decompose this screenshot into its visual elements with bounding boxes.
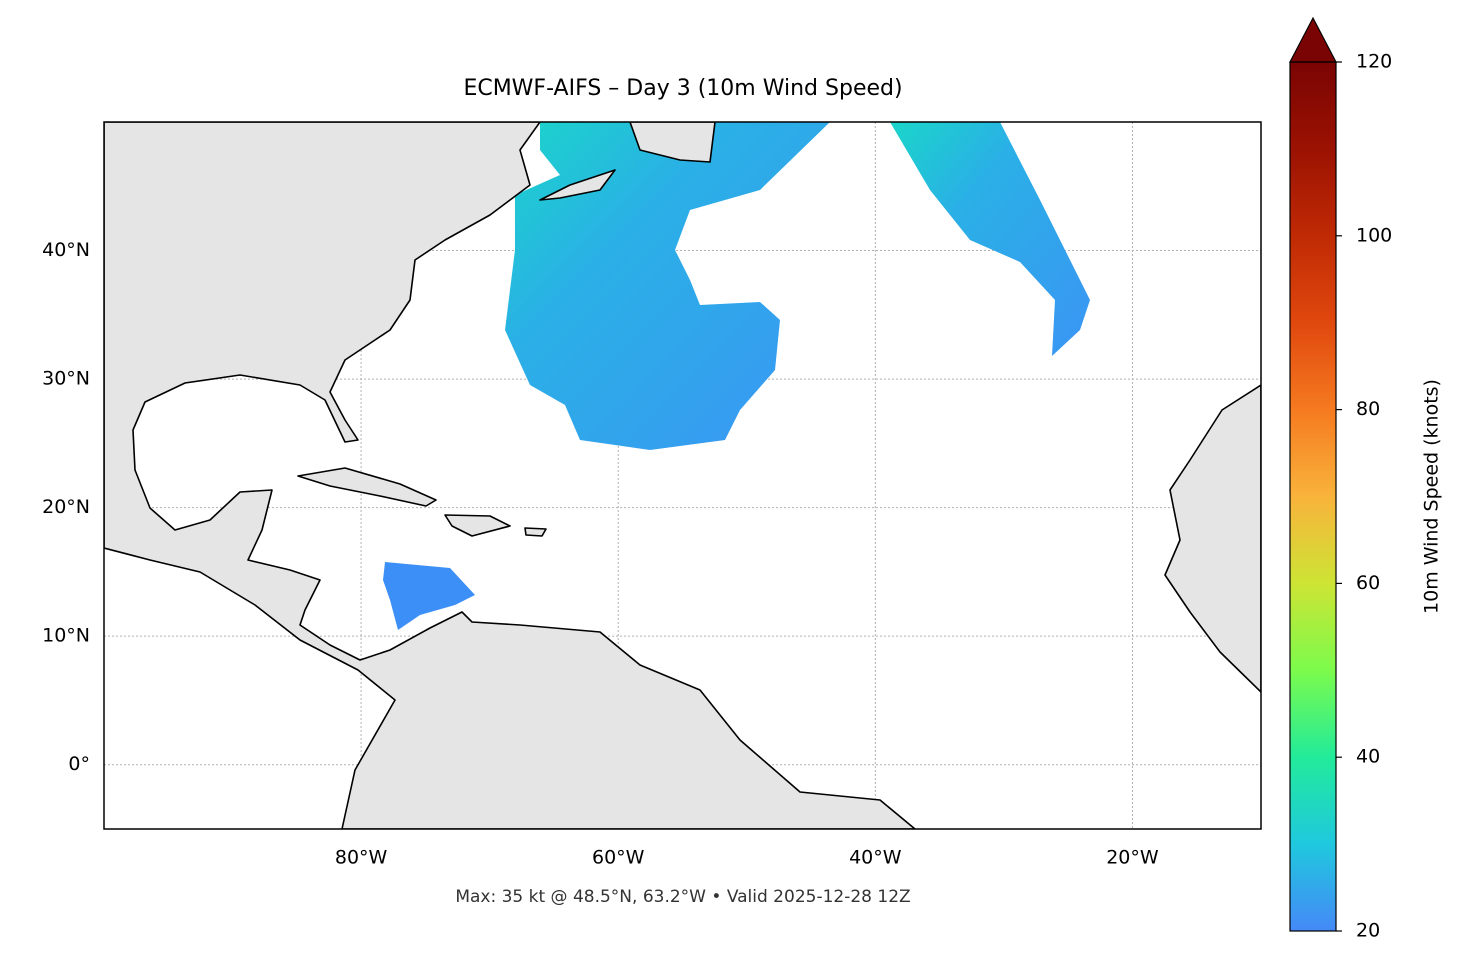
- colorbar-frame: [1289, 61, 1337, 932]
- y-tick-label: 10°N: [42, 625, 90, 647]
- colorbar-tick-label: 20: [1356, 920, 1380, 942]
- colorbar-tick-label: 60: [1356, 572, 1380, 594]
- x-tick-label: 80°W: [335, 847, 388, 869]
- x-tick-label: 40°W: [849, 847, 902, 869]
- colorbar-tick-label: 40: [1356, 746, 1380, 768]
- africa: [1164, 384, 1261, 693]
- hispaniola: [444, 514, 511, 537]
- y-tick-label: 0°: [68, 753, 90, 775]
- wind-field: [890, 122, 1090, 356]
- y-tick-label: 30°N: [42, 368, 90, 390]
- map-area: [104, 122, 1261, 829]
- colorbar-tick-label: 100: [1356, 224, 1392, 246]
- wind-field: [383, 562, 475, 630]
- y-tick-label: 20°N: [42, 496, 90, 518]
- colorbar: 20 40 60 80 100 120 10m Wind Speed (knots): [1289, 16, 1443, 942]
- map-title: ECMWF-AIFS – Day 3 (10m Wind Speed): [463, 76, 902, 101]
- newfoundland: [629, 122, 716, 163]
- colorbar-tick-label: 80: [1356, 398, 1380, 420]
- nova-scotia: [539, 169, 616, 201]
- footer-note: Max: 35 kt @ 48.5°N, 63.2°W • Valid 2025…: [455, 887, 910, 907]
- wind-field: [505, 122, 830, 450]
- colorbar-extension: [1289, 16, 1337, 63]
- colorbar-label: 10m Wind Speed (knots): [1421, 379, 1443, 614]
- colorbar-gradient: [1290, 62, 1336, 931]
- cuba: [297, 467, 437, 507]
- map-frame: [103, 121, 1262, 830]
- puerto-rico: [524, 527, 547, 537]
- x-tick-label: 60°W: [592, 847, 645, 869]
- y-tick-label: 40°N: [42, 239, 90, 261]
- americas: [104, 122, 916, 829]
- axis-labels: 80°W 60°W 40°W 20°W 0° 10°N 20°N 30°N 40°N: [42, 239, 1159, 868]
- x-tick-label: 20°W: [1106, 847, 1159, 869]
- colorbar-tick-label: 120: [1356, 51, 1392, 73]
